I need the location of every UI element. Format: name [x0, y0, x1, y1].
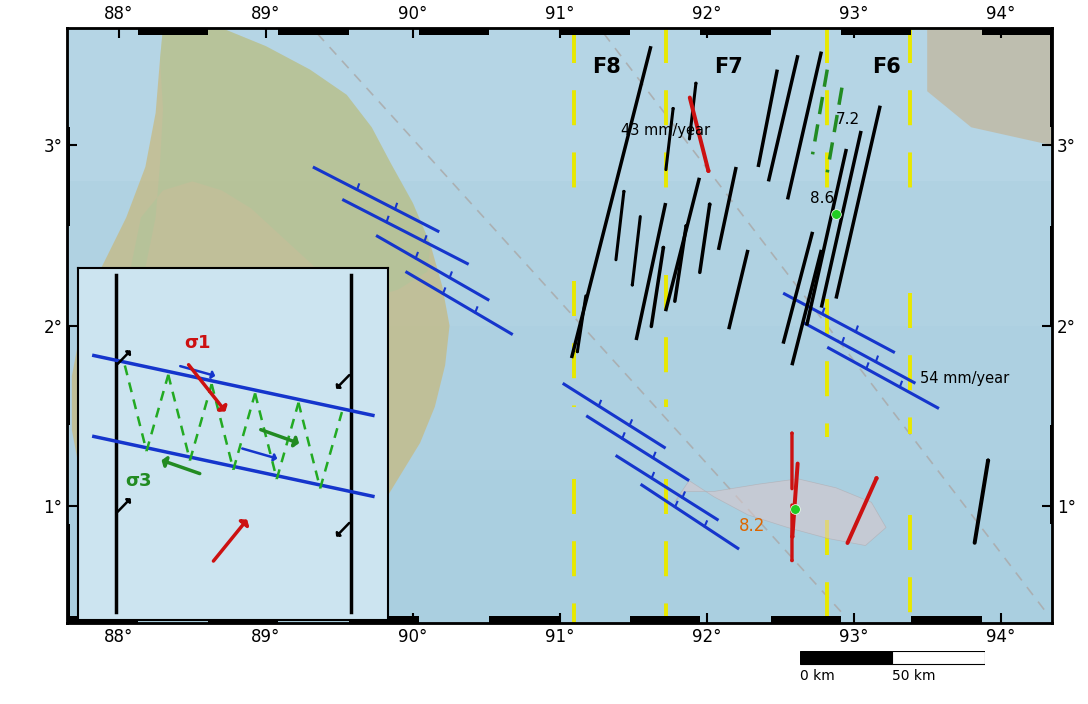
- Polygon shape: [675, 479, 886, 546]
- Text: F8: F8: [593, 57, 621, 77]
- Polygon shape: [126, 28, 431, 334]
- Bar: [67, 616, 138, 623]
- Bar: [67, 28, 1052, 182]
- Bar: [67, 524, 70, 623]
- Bar: [912, 616, 981, 623]
- Text: 7.2: 7.2: [836, 112, 861, 127]
- Bar: [981, 28, 1052, 35]
- Text: σ3: σ3: [125, 472, 151, 490]
- Bar: [67, 470, 1052, 623]
- Bar: [419, 28, 490, 35]
- Bar: [841, 28, 912, 35]
- Bar: [701, 28, 770, 35]
- Bar: [67, 326, 70, 425]
- Text: 8.2: 8.2: [739, 517, 766, 535]
- Text: F6: F6: [871, 57, 901, 77]
- Bar: [279, 28, 349, 35]
- Text: 43 mm/year: 43 mm/year: [621, 122, 710, 137]
- Text: 54 mm/year: 54 mm/year: [919, 371, 1009, 386]
- Bar: [1050, 28, 1052, 127]
- Bar: [800, 651, 892, 663]
- Bar: [892, 651, 985, 663]
- Bar: [1050, 425, 1052, 524]
- Bar: [630, 616, 701, 623]
- Bar: [67, 127, 70, 227]
- Bar: [770, 616, 841, 623]
- Text: 0 km: 0 km: [800, 669, 834, 683]
- Bar: [138, 28, 208, 35]
- Bar: [490, 616, 560, 623]
- Bar: [560, 28, 630, 35]
- Bar: [1050, 227, 1052, 326]
- Bar: [67, 182, 1052, 326]
- Bar: [349, 616, 419, 623]
- Bar: [67, 326, 1052, 470]
- Text: F7: F7: [715, 57, 743, 77]
- Text: 8.6: 8.6: [809, 191, 833, 206]
- Bar: [208, 616, 279, 623]
- Text: 50 km: 50 km: [892, 669, 936, 683]
- Text: σ1: σ1: [184, 334, 210, 353]
- Polygon shape: [927, 28, 1052, 145]
- Polygon shape: [72, 28, 449, 610]
